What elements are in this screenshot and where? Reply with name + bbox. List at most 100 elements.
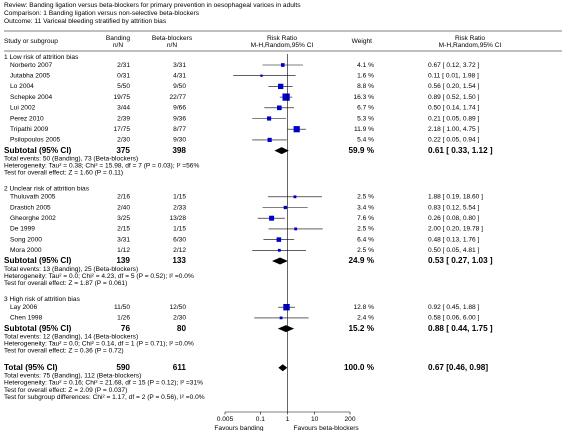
weight-cell: 59.9 % [349,146,375,155]
col-ci: Risk Ratio [455,35,485,42]
x-tick-label: 1 [286,416,290,423]
col-beta-unit: n/N [167,42,177,49]
study-square [279,316,283,320]
weight-cell: 1.6 % [357,72,374,79]
note: Heterogeneity: Tau² = 0.0; Chi² = 0.14, … [4,340,194,347]
banding-cell: 1/26 [117,315,130,322]
banding-cell: 2/30 [117,137,130,144]
row-label: Schepke 2004 [10,94,52,101]
weight-cell: 15.2 % [349,324,375,333]
favours-right: Favours beta-blockers [294,425,360,431]
ci-cell: 0.53 [ 0.27, 1.03 ] [428,256,493,265]
row-label: De 1999 [10,226,35,233]
note: Total events: 75 (Banding), 112 (Beta-bl… [4,373,141,380]
row-label: Total (95% CI) [4,363,58,372]
ci-cell: 0.67 [ 0.12, 3.72 ] [428,62,479,69]
banding-cell: 2/39 [117,115,130,122]
study-square [282,93,290,101]
beta-cell: 6/30 [173,236,186,243]
study-square [267,116,272,121]
banding-cell: 2/40 [117,204,130,211]
beta-cell: 9/66 [173,105,186,112]
x-tick-label: 0.1 [256,416,265,423]
ci-cell: 0.11 [ 0.01, 1.98 ] [428,72,479,79]
study-square [260,74,263,77]
study-square [293,195,297,199]
note: Total events: 13 (Banding), 25 (Beta-blo… [4,266,138,273]
beta-cell: 1/15 [173,194,186,201]
row-label: Gheorghe 2002 [10,215,56,222]
row-label: Jutabha 2005 [10,72,50,79]
col-study: Study or subgroup [4,38,58,45]
col-ci-method: M-H,Random,95% CI [439,42,502,49]
header-outcome: Outcome: 11 Variceal bleeding stratified… [4,18,167,25]
note: Heterogeneity: Tau² = 0.16; Chi² = 21.68… [4,380,203,387]
beta-cell: 9/50 [173,83,186,90]
weight-cell: 12.8 % [353,304,374,311]
banding-cell: 375 [116,146,130,155]
pooled-diamond [278,364,288,372]
study-square [277,248,281,252]
row-label: Drastich 2005 [10,204,51,211]
row-label: Subtotal (95% CI) [4,324,72,333]
weight-cell: 2.5 % [357,226,374,233]
row-label: Lay 2006 [10,304,37,311]
ci-cell: 0.61 [ 0.33, 1.12 ] [428,146,493,155]
banding-cell: 3/31 [117,236,130,243]
beta-cell: 80 [177,324,187,333]
beta-cell: 4/31 [173,72,186,79]
col-weight: Weight [352,38,373,45]
weight-cell: 7.6 % [357,215,374,222]
study-square [283,205,287,210]
note: Heterogeneity: Tau² = 0.0; Chi² = 4.23, … [4,273,194,280]
ci-cell: 0.83 [ 0.12, 5.54 ] [428,204,479,211]
beta-cell: 3/31 [173,62,186,69]
weight-cell: 5.4 % [357,137,374,144]
row-label: Chen 1998 [10,315,43,322]
row-label: Subtotal (95% CI) [4,146,72,155]
banding-cell: 2/16 [117,194,130,201]
study-square [269,215,275,221]
banding-cell: 139 [116,256,130,265]
note: Test for overall effect: Z = 0.36 (P = 0… [4,348,124,355]
x-tick-label: 10 [311,416,319,423]
ci-cell: 2.18 [ 1.00, 4.75 ] [428,126,479,133]
beta-cell: 2/12 [173,247,186,254]
beta-cell: 9/36 [173,115,186,122]
row-label: Lui 2002 [10,105,36,112]
ci-cell: 0.58 [ 0.06, 6.00 ] [428,315,479,322]
study-square [283,303,290,311]
header-comparison: Comparison: 1 Banding ligation versus no… [4,10,200,17]
row-label: Song 2000 [10,236,42,243]
banding-cell: 76 [121,324,131,333]
weight-cell: 2.4 % [357,315,374,322]
banding-cell: 19/75 [113,94,130,101]
ci-cell: 0.89 [ 0.52, 1.50 ] [428,94,479,101]
col-beta: Beta-blockers [152,35,193,42]
x-tick-label: 0.005 [217,416,234,423]
note: Heterogeneity: Tau² = 0.38; Chi² = 15.98… [4,162,199,169]
beta-cell: 22/77 [169,94,186,101]
ci-cell: 0.50 [ 0.05, 4.81 ] [428,247,479,254]
beta-cell: 398 [172,146,186,155]
weight-cell: 2.5 % [357,194,374,201]
beta-cell: 133 [172,256,186,265]
banding-cell: 3/44 [117,105,130,112]
ci-cell: 0.50 [ 0.14, 1.74 ] [428,105,479,112]
group-label: 2 Unclear risk of attrition bias [4,186,90,193]
row-label: Tripathi 2009 [10,126,49,133]
weight-cell: 3.4 % [357,204,374,211]
beta-cell: 13/28 [169,215,186,222]
study-square [276,237,282,242]
pooled-diamond [274,147,289,155]
study-square [294,227,298,231]
banding-cell: 3/25 [117,215,130,222]
study-square [280,63,285,67]
weight-cell: 5.3 % [357,115,374,122]
weight-cell: 100.0 % [344,363,375,372]
weight-cell: 8.8 % [357,83,374,90]
ci-cell: 0.88 [ 0.44, 1.75 ] [428,324,493,333]
banding-cell: 2/31 [117,62,130,69]
weight-cell: 16.3 % [353,94,374,101]
weight-cell: 11.9 % [354,126,374,133]
